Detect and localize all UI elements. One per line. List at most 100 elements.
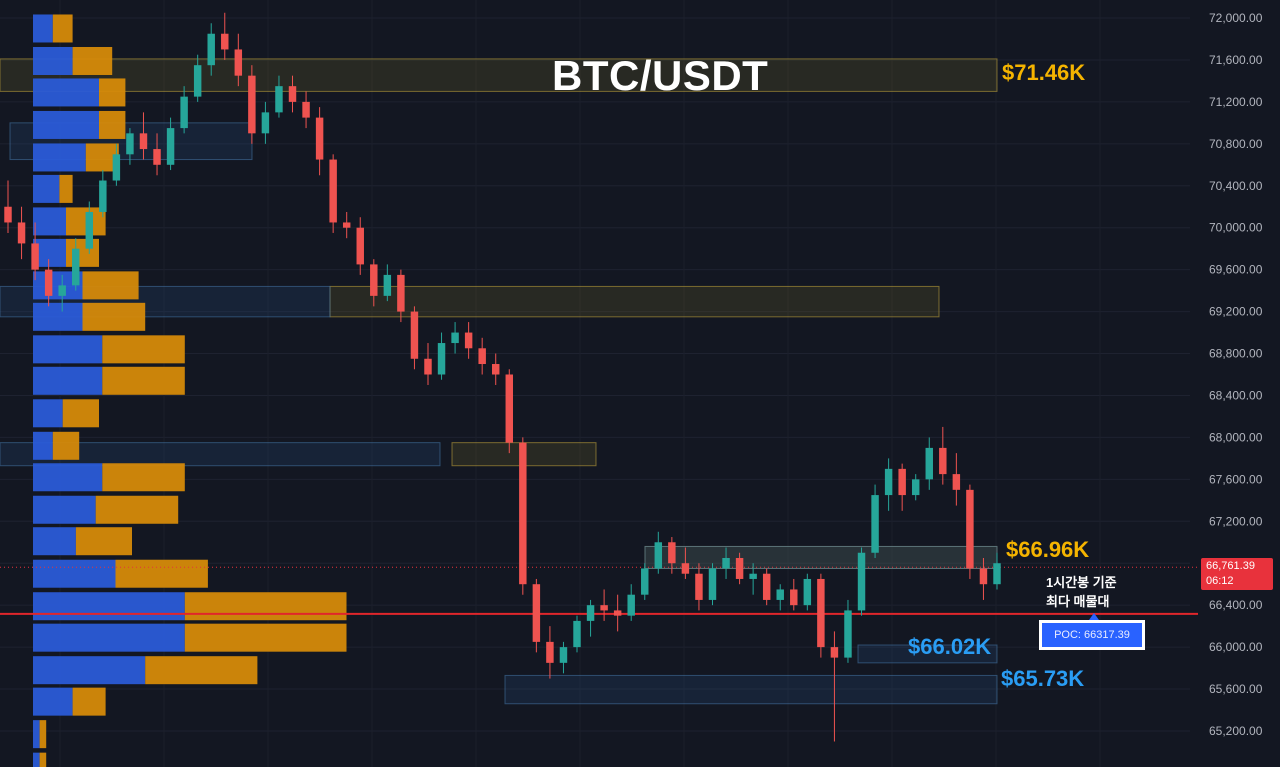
candle-up <box>911 479 920 496</box>
candle-up <box>925 447 933 480</box>
level-label-66020: $66.02K <box>908 634 992 659</box>
volume-profile-sell-bar <box>115 559 208 588</box>
volume-profile-sell-bar <box>39 720 47 749</box>
volume-profile-buy-bar <box>33 623 185 652</box>
volume-profile-buy-bar <box>33 335 103 364</box>
volume-profile-buy-bar <box>33 527 76 556</box>
volume-profile-sell-bar <box>66 238 99 267</box>
y-tick-label: 67,200.00 <box>1209 514 1263 528</box>
volume-profile-sell-bar <box>102 335 185 364</box>
candle-down <box>735 557 744 579</box>
candle-up <box>112 154 121 181</box>
candle-down <box>952 474 961 490</box>
demand-zone <box>857 644 998 664</box>
candle-up <box>803 578 812 606</box>
volume-profile-buy-bar <box>33 559 116 588</box>
candle-up <box>871 495 879 553</box>
volume-profile-sell-bar <box>99 110 126 139</box>
candle-up <box>180 96 188 129</box>
candle-up <box>722 557 730 569</box>
y-tick-label: 67,600.00 <box>1209 472 1263 486</box>
volume-profile-buy-bar <box>33 110 99 139</box>
candle-down <box>464 332 473 349</box>
current-price-countdown: 06:12 <box>1206 575 1234 587</box>
volume-profile-buy-bar <box>33 14 53 43</box>
candle-down <box>424 358 432 375</box>
candle-down <box>505 374 513 443</box>
candle-up <box>72 248 80 286</box>
volume-profile-sell-bar <box>145 656 258 685</box>
candle-up <box>844 610 852 658</box>
poc-label-box: POC: 66317.39 <box>1039 620 1145 650</box>
y-tick-label: 70,800.00 <box>1209 137 1263 151</box>
candle-up <box>85 211 94 249</box>
y-tick-label: 69,200.00 <box>1209 305 1263 319</box>
candle-down <box>790 589 798 606</box>
y-tick-label: 65,200.00 <box>1209 724 1263 738</box>
candle-up <box>126 133 134 155</box>
candle-down <box>830 647 839 658</box>
volume-profile-sell-bar <box>102 463 185 492</box>
volume-profile-buy-bar <box>33 143 86 172</box>
candle-down <box>492 364 500 375</box>
level-label-65730: $65.73K <box>1001 666 1085 691</box>
poc-label: POC: 66317.39 <box>1054 629 1130 641</box>
demand-zone <box>0 442 441 467</box>
candle-up <box>857 552 866 611</box>
volume-profile-sell-bar <box>72 46 113 75</box>
candle-up <box>654 542 663 569</box>
volume-profile-sell-bar <box>52 431 80 460</box>
poc-annotation-line2: 최다 매물대 <box>1046 594 1110 609</box>
volume-profile-buy-bar <box>33 174 60 203</box>
volume-profile-buy-bar <box>33 720 40 749</box>
candle-down <box>248 75 256 134</box>
candle-up <box>193 65 202 97</box>
candle-down <box>17 222 26 244</box>
candle-down <box>966 489 974 569</box>
candle-down <box>153 149 161 165</box>
candle-down <box>370 264 378 296</box>
volume-profile-sell-bar <box>95 495 179 524</box>
candle-down <box>31 243 39 270</box>
candle-up <box>58 285 66 296</box>
candle-down <box>410 311 419 359</box>
candle-down <box>519 442 527 585</box>
poc-pointer <box>1089 613 1099 620</box>
y-tick-label: 68,800.00 <box>1209 347 1263 361</box>
demand-zone <box>504 674 998 705</box>
volume-profile-sell-bar <box>82 302 146 331</box>
candle-down <box>302 101 310 118</box>
volume-profile-buy-bar <box>33 687 73 716</box>
volume-profile-sell-bar <box>99 78 126 107</box>
volume-profile-buy-bar <box>33 207 66 236</box>
current-price-value: 66,761.39 <box>1206 560 1255 572</box>
volume-profile-buy-bar <box>33 463 103 492</box>
candle-down <box>221 33 229 50</box>
volume-profile-sell-bar <box>184 623 347 652</box>
volume-profile-buy-bar <box>33 78 99 107</box>
y-tick-label: 69,600.00 <box>1209 263 1263 277</box>
y-tick-label: 71,600.00 <box>1209 53 1263 67</box>
volume-profile-buy-bar <box>33 366 103 395</box>
volume-profile-sell-bar <box>184 592 347 621</box>
volume-profile-sell-bar <box>39 752 47 767</box>
poc-annotation-line1: 1시간봉 기준 <box>1046 575 1117 590</box>
candle-down <box>329 159 337 223</box>
candle-down <box>139 133 148 150</box>
candle-down <box>898 468 906 496</box>
supply-zone <box>0 58 998 92</box>
candle-down <box>695 573 703 600</box>
volume-profile-sell-bar <box>102 366 185 395</box>
candle-down <box>342 222 351 228</box>
candle-down <box>532 584 541 642</box>
candle-up <box>884 468 893 496</box>
volume-profile-sell-bar <box>59 174 73 203</box>
candle-up <box>275 86 283 113</box>
y-tick-label: 70,000.00 <box>1209 221 1263 235</box>
volume-profile-sell-bar <box>82 271 139 300</box>
demand-zone <box>644 545 998 569</box>
candle-up <box>261 112 270 134</box>
volume-profile-buy-bar <box>33 46 73 75</box>
